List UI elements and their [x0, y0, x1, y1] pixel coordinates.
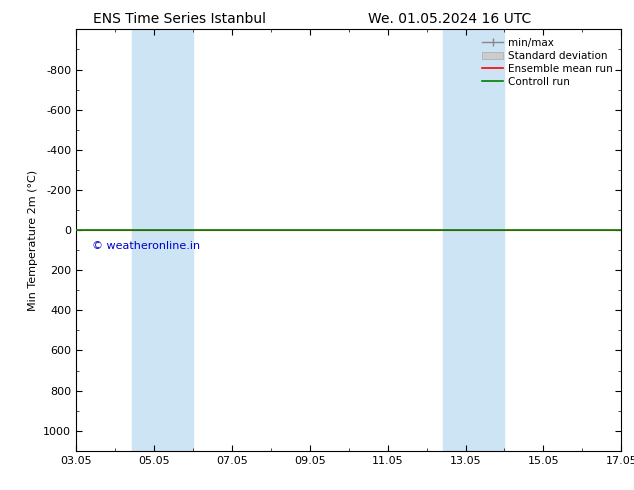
Bar — [443, 29, 505, 451]
Text: ENS Time Series Istanbul: ENS Time Series Istanbul — [93, 12, 266, 26]
Y-axis label: Min Temperature 2m (°C): Min Temperature 2m (°C) — [28, 170, 37, 311]
Text: We. 01.05.2024 16 UTC: We. 01.05.2024 16 UTC — [368, 12, 531, 26]
Legend: min/max, Standard deviation, Ensemble mean run, Controll run: min/max, Standard deviation, Ensemble me… — [479, 35, 616, 90]
Text: © weatheronline.in: © weatheronline.in — [93, 241, 200, 250]
Bar — [132, 29, 193, 451]
